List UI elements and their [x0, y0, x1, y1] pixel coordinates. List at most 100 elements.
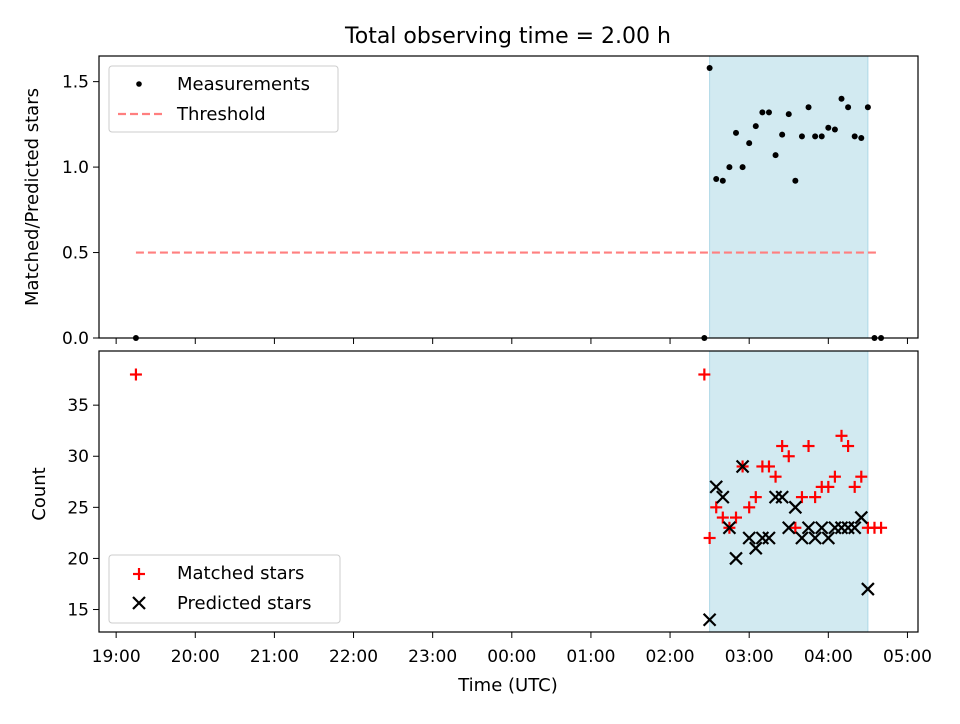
x-tick-label: 00:00 [487, 647, 536, 667]
matched-star-point [795, 491, 808, 504]
y-tick-label: 1.5 [62, 73, 89, 93]
legend-predicted-label: Predicted stars [177, 593, 311, 614]
measurement-point [739, 164, 746, 171]
legend-measurements-marker [136, 81, 142, 87]
matched-star-point [802, 440, 815, 453]
measurement-point [726, 164, 733, 171]
x-axis-label: Time (UTC) [457, 675, 558, 696]
matched-star-point [698, 368, 711, 381]
y-tick-label: 1.0 [62, 158, 89, 178]
measurement-point [713, 176, 720, 183]
x-tick-label: 04:00 [804, 647, 853, 667]
y-tick-label: 35 [67, 396, 89, 416]
measurement-point [851, 133, 858, 140]
bottom-observing-span [709, 351, 868, 632]
measurement-point [864, 104, 871, 111]
top-x-ticks [115, 338, 908, 344]
matched-star-point [809, 491, 822, 504]
measurement-point [792, 177, 799, 184]
bottom-x-ticks: 19:00 20:00 21:00 22:00 23:00 00:00 01:00 02:00… [92, 632, 932, 667]
bottom-legend: Matched stars Predicted stars [108, 554, 341, 624]
predicted-star-point [821, 531, 836, 545]
measurement-point [858, 135, 865, 142]
matched-star-point [749, 491, 762, 504]
bottom-y-ticks: 15 20 25 30 35 [67, 396, 99, 621]
x-tick-label: 03:00 [725, 647, 774, 667]
matched-star-point [129, 368, 142, 381]
predicted-star-point [781, 520, 796, 535]
bottom-panel: 15 20 25 30 35 19:00 20:00 21:00 22:00 23:00 00:0… [29, 350, 932, 696]
x-tick-label: 23:00 [408, 647, 457, 667]
top-observing-span [709, 56, 868, 338]
legend-matched-marker [133, 568, 145, 580]
y-tick-label: 30 [67, 447, 89, 467]
predicted-star-point [709, 480, 723, 494]
y-tick-label: 25 [67, 498, 89, 518]
top-panel: 0.0 0.5 1.0 1.5 Matched/Predicted stars Mea… [22, 55, 919, 349]
matched-star-point [835, 429, 848, 442]
predicted-star-point [795, 531, 809, 545]
matched-star-point [730, 511, 742, 524]
predicted-star-points [702, 459, 875, 627]
matched-star-point [743, 501, 756, 514]
matched-star-point [716, 511, 729, 524]
x-tick-label: 21:00 [250, 647, 299, 667]
predicted-star-point [749, 541, 763, 555]
predicted-star-point [716, 490, 730, 504]
y-tick-label: 20 [67, 549, 89, 569]
measurement-point [752, 123, 759, 130]
measurement-point [845, 104, 852, 111]
y-tick-label: 0.5 [62, 244, 89, 264]
bottom-axes-frame [98, 350, 919, 633]
measurement-point [765, 109, 772, 116]
x-tick-label: 20:00 [171, 647, 220, 667]
bottom-highlight-span-layer [709, 351, 869, 632]
legend-measurements-label: Measurements [177, 74, 310, 95]
chart-title: Total observing time = 2.00 h [344, 24, 671, 49]
measurement-point [733, 129, 739, 136]
measurement-point [746, 140, 753, 147]
predicted-star-point [847, 520, 862, 535]
top-measurement-points [132, 64, 885, 341]
y-tick-label: 0.0 [62, 329, 89, 349]
measurement-point [779, 131, 786, 138]
x-tick-label: 05:00 [883, 647, 932, 667]
matched-star-point [710, 501, 723, 514]
measurement-point [706, 64, 713, 71]
predicted-star-point [735, 459, 750, 474]
top-y-axis-label: Matched/Predicted stars [22, 88, 43, 306]
predicted-star-point [808, 531, 822, 545]
x-tick-label: 22:00 [329, 647, 378, 667]
measurement-point [831, 126, 838, 133]
predicted-star-point [742, 531, 756, 545]
predicted-star-point [861, 582, 875, 596]
top-legend: Measurements Threshold [108, 65, 339, 133]
top-legend-box [108, 65, 339, 133]
legend-matched-label: Matched stars [177, 563, 304, 584]
predicted-star-point [854, 510, 869, 525]
predicted-star-point [775, 490, 789, 504]
top-axes-frame [98, 55, 919, 339]
x-tick-label: 02:00 [646, 647, 695, 667]
measurement-point [798, 133, 805, 140]
legend-predicted-marker [132, 596, 146, 610]
matched-star-point [782, 450, 795, 463]
top-highlight-span-layer [709, 56, 869, 338]
top-y-ticks: 0.0 0.5 1.0 1.5 [62, 73, 99, 349]
measurement-point [825, 124, 832, 131]
measurement-point [772, 152, 779, 159]
matched-star-point [762, 460, 775, 473]
measurement-point [719, 177, 726, 184]
measurement-point [785, 111, 792, 118]
matched-star-point [789, 521, 802, 534]
measurement-point [818, 133, 825, 140]
matched-star-points [129, 368, 888, 544]
matched-star-point [769, 470, 782, 483]
measurement-point [838, 95, 845, 102]
bottom-legend-box [108, 554, 341, 624]
predicted-star-point [729, 551, 743, 566]
measurement-point [812, 133, 819, 140]
x-tick-label: 19:00 [92, 647, 141, 667]
